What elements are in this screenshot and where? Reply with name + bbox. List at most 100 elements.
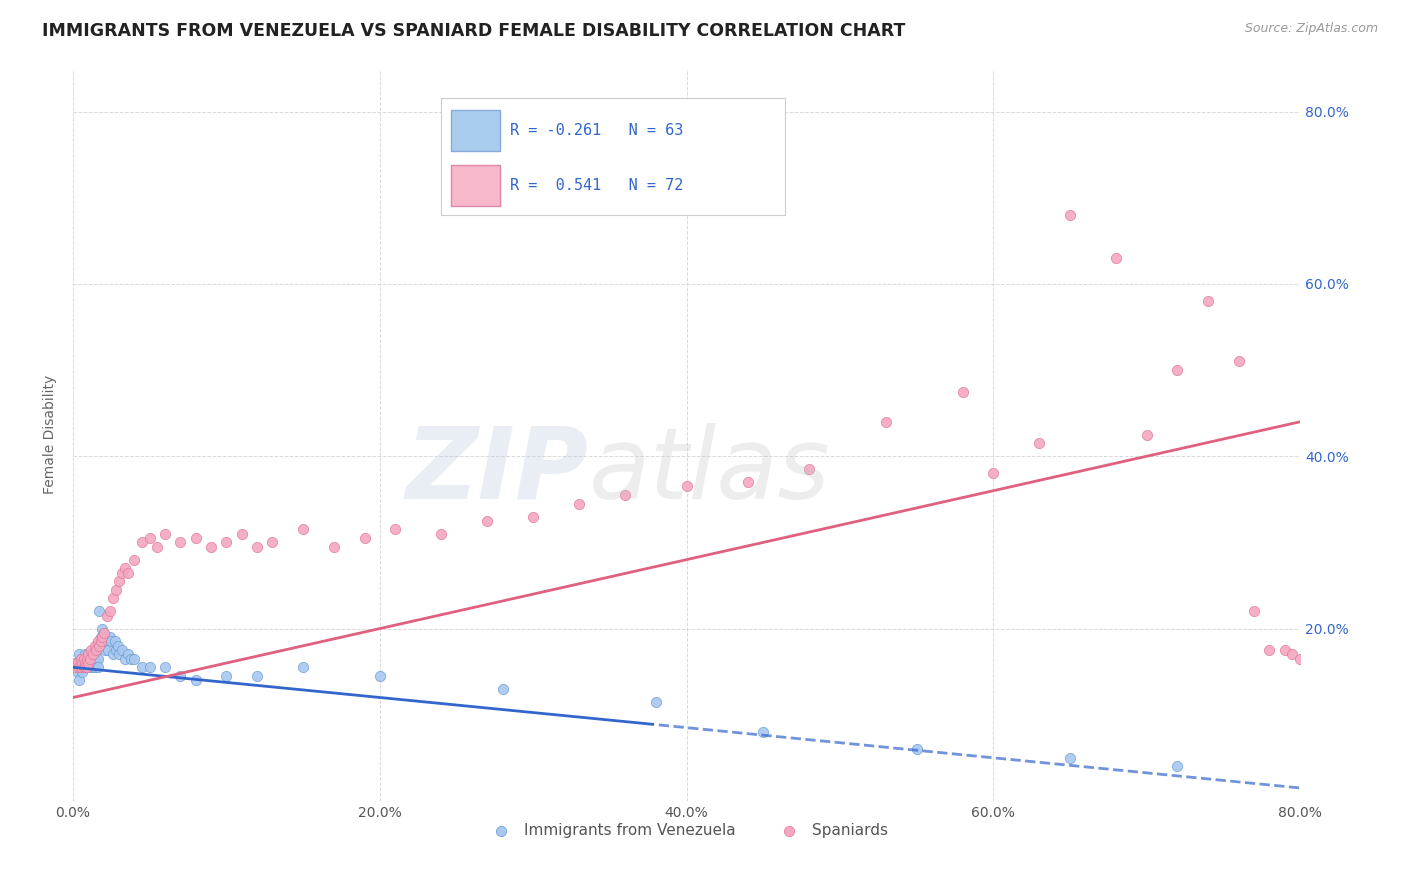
Point (73, 660, 96, 674)
Point (89, 639, 111, 653)
Point (65, 660, 87, 674)
Point (86, 660, 108, 674)
Point (107, 639, 129, 653)
Point (384, 523, 406, 537)
Point (63, 660, 86, 674)
Point (124, 552, 146, 566)
Point (94, 643, 117, 657)
Point (96, 608, 118, 623)
Point (111, 566, 134, 580)
Point (1105, 251, 1128, 265)
Legend: Immigrants from Venezuela, Spaniards: Immigrants from Venezuela, Spaniards (479, 817, 894, 845)
Point (1274, 643, 1296, 657)
Point (905, 742, 928, 756)
Point (101, 591, 124, 606)
Point (169, 669, 191, 683)
Point (522, 509, 544, 524)
Point (153, 526, 176, 541)
Point (79, 651, 101, 665)
Point (67, 660, 90, 674)
Point (76, 651, 98, 665)
Point (72, 665, 94, 679)
Point (89, 604, 111, 618)
Point (799, 462, 821, 476)
Point (101, 648, 124, 662)
Point (1166, 759, 1188, 773)
Point (73, 660, 96, 674)
Point (97, 643, 120, 657)
Point (77, 648, 100, 662)
Point (246, 540, 269, 554)
Point (153, 660, 176, 674)
Point (568, 497, 591, 511)
Text: Source: ZipAtlas.com: Source: ZipAtlas.com (1244, 22, 1378, 36)
Point (1136, 427, 1159, 442)
Point (75, 656, 97, 670)
Point (139, 531, 162, 545)
Text: IMMIGRANTS FROM VENEZUELA VS SPANIARD FEMALE DISABILITY CORRELATION CHART: IMMIGRANTS FROM VENEZUELA VS SPANIARD FE… (42, 22, 905, 40)
Point (875, 415, 897, 429)
Point (84, 643, 107, 657)
Point (82, 651, 104, 665)
Point (77, 648, 100, 662)
Point (69, 660, 91, 674)
Point (91, 630, 114, 644)
Point (72, 656, 94, 670)
Point (90, 634, 112, 648)
Point (86, 634, 108, 648)
Point (91, 622, 114, 636)
Point (98, 630, 121, 644)
Point (63, 656, 86, 670)
Point (69, 660, 91, 674)
Point (368, 669, 391, 683)
Point (114, 651, 136, 665)
Point (131, 660, 153, 674)
Point (200, 540, 222, 554)
Point (111, 643, 134, 657)
Point (105, 643, 128, 657)
Point (90, 630, 112, 644)
Point (1289, 651, 1312, 665)
Point (67, 673, 90, 688)
Point (76, 660, 98, 674)
Point (76, 651, 98, 665)
Point (103, 634, 125, 648)
Point (83, 648, 105, 662)
Point (75, 648, 97, 662)
Point (292, 660, 315, 674)
Point (231, 526, 253, 541)
Point (96, 634, 118, 648)
Point (75, 656, 97, 670)
Point (93, 625, 115, 640)
Point (66, 665, 89, 679)
Point (65, 656, 87, 670)
Point (139, 660, 162, 674)
Point (84, 643, 107, 657)
Point (82, 660, 104, 674)
Point (80, 643, 103, 657)
Point (131, 535, 153, 549)
Point (105, 582, 128, 597)
Point (262, 535, 284, 549)
Point (1227, 354, 1250, 368)
Point (184, 531, 207, 545)
Point (73, 651, 96, 665)
Point (73, 651, 96, 665)
Point (353, 531, 375, 545)
Text: atlas: atlas (589, 423, 830, 520)
Point (75, 660, 97, 674)
Point (117, 648, 139, 662)
Point (100, 634, 122, 648)
Point (1281, 648, 1303, 662)
Point (292, 523, 315, 537)
Point (76, 660, 98, 674)
Point (1258, 643, 1281, 657)
Point (1028, 436, 1050, 450)
Point (108, 648, 131, 662)
Point (675, 479, 697, 493)
Point (645, 695, 668, 709)
Point (215, 535, 238, 549)
Point (83, 660, 105, 674)
Point (1243, 604, 1265, 618)
Point (80, 648, 103, 662)
